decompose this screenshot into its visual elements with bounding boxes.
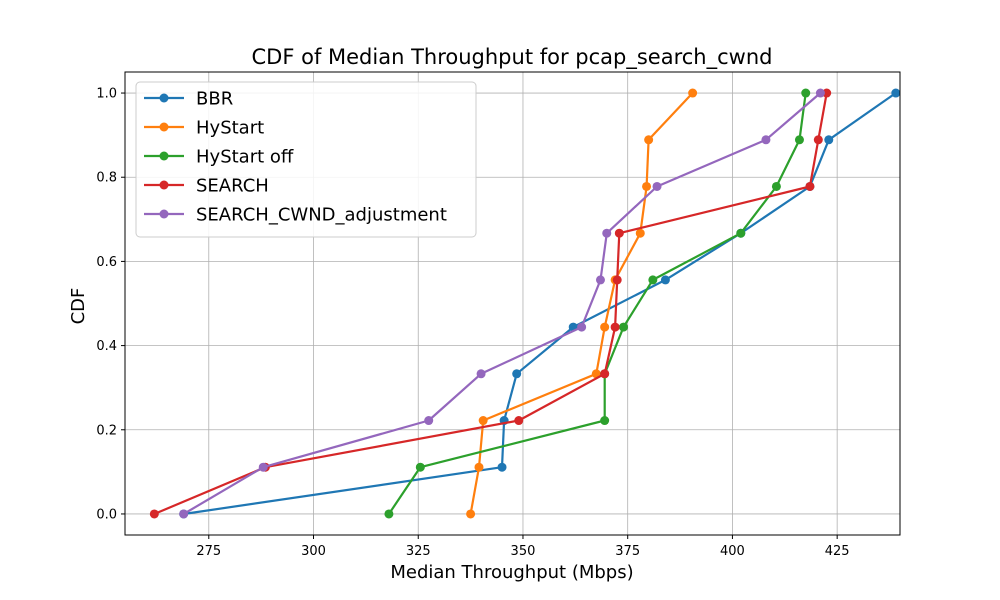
x-tick-label: 275 bbox=[196, 544, 221, 559]
series-line-search-cwnd-adjustment bbox=[183, 92, 822, 515]
series-hystart bbox=[466, 88, 698, 519]
data-point-search-cwnd-adjustment bbox=[577, 322, 587, 332]
x-axis-label: Median Throughput (Mbps) bbox=[390, 562, 633, 583]
legend-item-search-cwnd-adjustment: SEARCH_CWND_adjustment bbox=[144, 205, 447, 226]
data-point-hystart-off bbox=[794, 135, 804, 145]
series-line-hystart-off bbox=[387, 92, 807, 515]
data-point-search-cwnd-adjustment bbox=[424, 416, 434, 426]
chart-title: CDF of Median Throughput for pcap_search… bbox=[252, 45, 773, 70]
data-point-search bbox=[610, 322, 620, 332]
data-point-bbr bbox=[891, 88, 901, 98]
legend-marker bbox=[159, 180, 169, 190]
data-point-hystart bbox=[644, 135, 654, 145]
data-point-bbr bbox=[497, 462, 507, 472]
y-tick-label: 0.4 bbox=[96, 339, 117, 354]
data-point-hystart-off bbox=[384, 509, 394, 519]
data-point-search-cwnd-adjustment bbox=[258, 462, 268, 472]
data-point-hystart bbox=[688, 88, 698, 98]
data-point-search bbox=[612, 275, 622, 285]
data-point-hystart-off bbox=[771, 181, 781, 191]
series-search-cwnd-adjustment bbox=[179, 88, 825, 519]
series-line-search bbox=[153, 92, 828, 516]
data-point-search bbox=[813, 135, 823, 145]
legend-item-hystart-off: HyStart off bbox=[144, 147, 294, 168]
legend-marker bbox=[159, 209, 169, 219]
y-tick-label: 0.0 bbox=[96, 507, 117, 522]
legend-label: BBR bbox=[196, 89, 233, 110]
data-point-search bbox=[614, 228, 624, 238]
data-point-search-cwnd-adjustment bbox=[815, 88, 825, 98]
legend-box bbox=[135, 81, 477, 238]
data-point-hystart-off bbox=[736, 228, 746, 238]
series-line-hystart bbox=[469, 92, 694, 515]
y-tick-label: 0.2 bbox=[96, 423, 117, 438]
data-point-hystart bbox=[635, 228, 645, 238]
y-tick-label: 0.8 bbox=[96, 171, 117, 186]
data-point-search bbox=[514, 416, 524, 426]
data-point-search-cwnd-adjustment bbox=[652, 181, 662, 191]
data-point-search-cwnd-adjustment bbox=[179, 509, 189, 519]
data-point-search bbox=[805, 181, 815, 191]
legend-item-bbr: BBR bbox=[144, 89, 233, 110]
data-point-hystart-off bbox=[415, 462, 425, 472]
x-tick-label: 350 bbox=[511, 544, 536, 559]
legend-marker bbox=[159, 93, 169, 103]
y-axis-label: CDF bbox=[68, 288, 89, 325]
y-tick-label: 1.0 bbox=[96, 87, 117, 102]
legend: BBR HyStart HyStart off SEARCH SEARCH_CWND_a… bbox=[135, 81, 477, 238]
series-line-bbr bbox=[183, 92, 897, 516]
data-point-hystart bbox=[478, 416, 488, 426]
data-point-hystart-off bbox=[600, 416, 610, 426]
data-point-hystart bbox=[466, 509, 476, 519]
data-point-hystart-off bbox=[801, 88, 811, 98]
plot-area-frame bbox=[124, 71, 901, 536]
data-point-bbr bbox=[660, 275, 670, 285]
x-tick-label: 300 bbox=[301, 544, 326, 559]
data-point-search-cwnd-adjustment bbox=[595, 275, 605, 285]
data-point-bbr bbox=[512, 369, 522, 379]
data-point-search-cwnd-adjustment bbox=[476, 369, 486, 379]
legend-label: SEARCH bbox=[196, 176, 269, 197]
x-tick-label: 400 bbox=[720, 544, 745, 559]
data-point-bbr bbox=[824, 135, 834, 145]
legend-label: HyStart bbox=[196, 118, 264, 139]
data-point-search bbox=[149, 509, 159, 519]
data-point-hystart-off bbox=[619, 322, 629, 332]
data-point-search-cwnd-adjustment bbox=[602, 228, 612, 238]
data-point-hystart-off bbox=[648, 275, 658, 285]
ticks: 275 300 325 350 375 400 425 0.0 0.2 0.4 0.6 0.8 1.0 bbox=[96, 87, 849, 559]
data-point-search bbox=[600, 369, 610, 379]
y-tick-label: 0.6 bbox=[96, 255, 117, 270]
x-tick-label: 375 bbox=[615, 544, 640, 559]
data-point-hystart bbox=[474, 462, 484, 472]
data-point-search bbox=[822, 88, 832, 98]
series-layer bbox=[149, 88, 901, 519]
legend-label: SEARCH_CWND_adjustment bbox=[196, 205, 447, 226]
legend-item-search: SEARCH bbox=[144, 176, 269, 197]
legend-label: HyStart off bbox=[196, 147, 294, 168]
x-tick-label: 425 bbox=[825, 544, 850, 559]
legend-item-hystart: HyStart bbox=[144, 118, 264, 139]
series-hystart-off bbox=[384, 88, 811, 519]
data-point-hystart bbox=[600, 322, 610, 332]
data-point-search-cwnd-adjustment bbox=[761, 135, 771, 145]
legend-marker bbox=[159, 151, 169, 161]
x-tick-label: 325 bbox=[406, 544, 431, 559]
data-point-hystart bbox=[642, 181, 652, 191]
legend-marker bbox=[159, 122, 169, 132]
